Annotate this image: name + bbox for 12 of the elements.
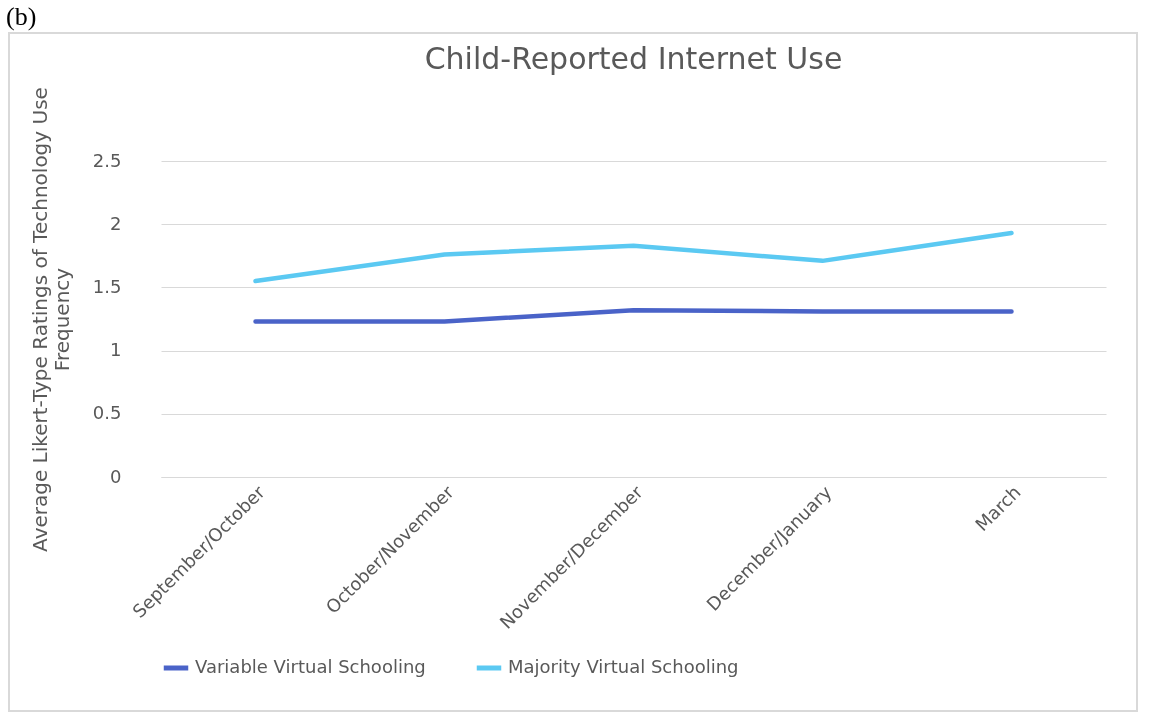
y-tick-label: 0	[110, 465, 122, 487]
y-axis-title: Average Likert-Type Ratings of Technology Use Frequency	[27, 87, 74, 552]
text: (b)	[6, 2, 37, 32]
y-tick-label: 2.5	[92, 149, 122, 171]
y-tick-label: 1	[110, 339, 122, 361]
y-tick-label: 0.5	[92, 402, 122, 424]
legend-label: Variable Virtual Schooling	[195, 656, 426, 677]
y-tick-label: 1.5	[92, 275, 122, 297]
line-series	[253, 230, 1014, 284]
y-tick-label: 2	[110, 212, 122, 234]
chart-title: Child-Reported Internet Use	[424, 40, 843, 76]
legend-label: Majority Virtual Schooling	[508, 656, 739, 677]
